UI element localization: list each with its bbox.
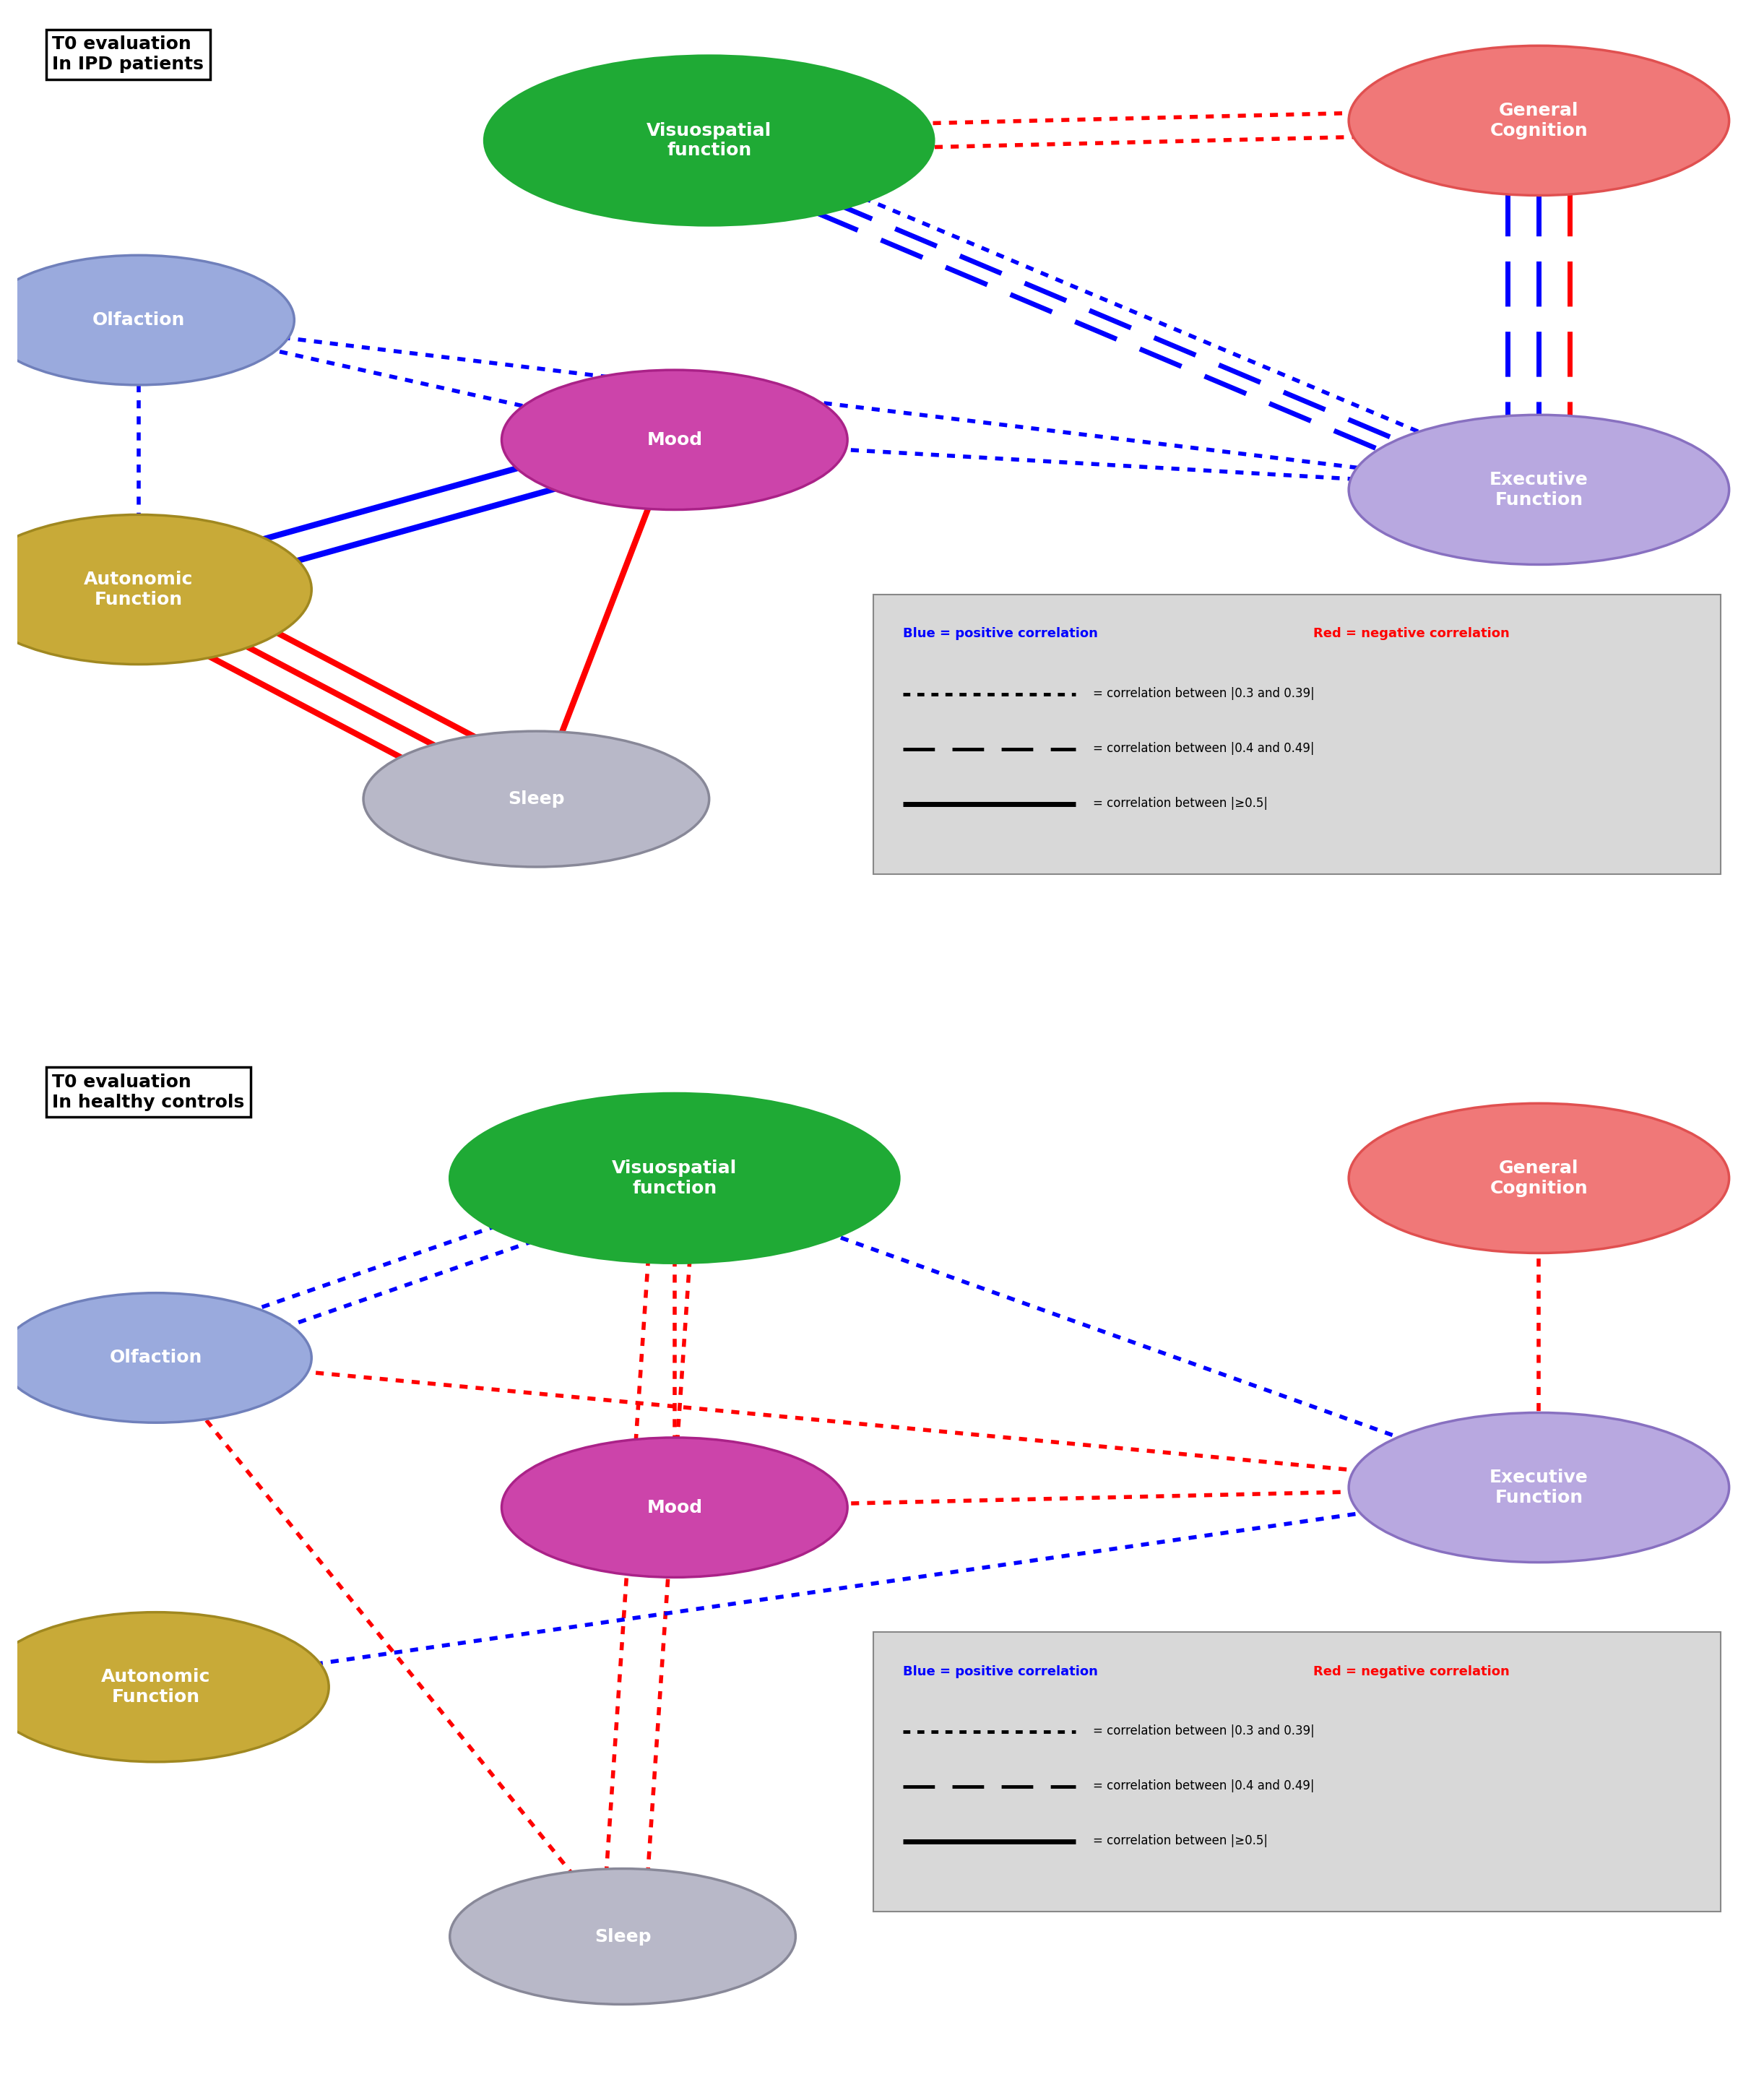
Text: Autonomic
Function: Autonomic Function — [85, 571, 194, 609]
Text: Red = negative correlation: Red = negative correlation — [1314, 1666, 1510, 1678]
Text: Executive
Function: Executive Function — [1489, 471, 1588, 509]
Text: = correlation between |0.3 and 0.39|: = correlation between |0.3 and 0.39| — [1094, 1724, 1314, 1738]
Ellipse shape — [0, 1612, 328, 1761]
Text: Mood: Mood — [647, 1500, 702, 1516]
Ellipse shape — [450, 1093, 900, 1263]
Ellipse shape — [501, 370, 847, 509]
Text: Olfaction: Olfaction — [109, 1350, 203, 1367]
Ellipse shape — [1349, 1103, 1729, 1252]
Text: Olfaction: Olfaction — [92, 312, 185, 328]
Text: Sleep: Sleep — [594, 1927, 651, 1946]
Text: Mood: Mood — [647, 432, 702, 449]
Text: T0 evaluation
In IPD patients: T0 evaluation In IPD patients — [53, 35, 205, 73]
Text: Visuospatial
function: Visuospatial function — [612, 1159, 737, 1196]
Text: = correlation between |0.4 and 0.49|: = correlation between |0.4 and 0.49| — [1094, 741, 1314, 754]
Text: = correlation between |0.4 and 0.49|: = correlation between |0.4 and 0.49| — [1094, 1780, 1314, 1792]
Ellipse shape — [1349, 415, 1729, 565]
Text: Blue = positive correlation: Blue = positive correlation — [903, 627, 1097, 640]
Ellipse shape — [1349, 46, 1729, 195]
Text: = correlation between |≥0.5|: = correlation between |≥0.5| — [1094, 795, 1268, 810]
Ellipse shape — [0, 1292, 312, 1423]
Ellipse shape — [485, 56, 933, 224]
Text: General
Cognition: General Cognition — [1491, 102, 1588, 139]
Text: = correlation between |0.3 and 0.39|: = correlation between |0.3 and 0.39| — [1094, 687, 1314, 700]
Text: T0 evaluation
In healthy controls: T0 evaluation In healthy controls — [53, 1074, 245, 1111]
Text: Blue = positive correlation: Blue = positive correlation — [903, 1666, 1097, 1678]
Text: Executive
Function: Executive Function — [1489, 1468, 1588, 1506]
FancyBboxPatch shape — [873, 1633, 1720, 1911]
Ellipse shape — [0, 255, 295, 384]
Ellipse shape — [450, 1869, 796, 2004]
Text: Visuospatial
function: Visuospatial function — [647, 123, 771, 160]
Ellipse shape — [0, 515, 312, 665]
Ellipse shape — [1349, 1412, 1729, 1562]
Ellipse shape — [501, 1437, 847, 1576]
Ellipse shape — [363, 731, 709, 866]
Text: Sleep: Sleep — [508, 791, 564, 808]
FancyBboxPatch shape — [873, 594, 1720, 874]
Text: = correlation between |≥0.5|: = correlation between |≥0.5| — [1094, 1834, 1268, 1846]
Text: Red = negative correlation: Red = negative correlation — [1314, 627, 1510, 640]
Text: General
Cognition: General Cognition — [1491, 1159, 1588, 1196]
Text: Autonomic
Function: Autonomic Function — [101, 1668, 210, 1705]
